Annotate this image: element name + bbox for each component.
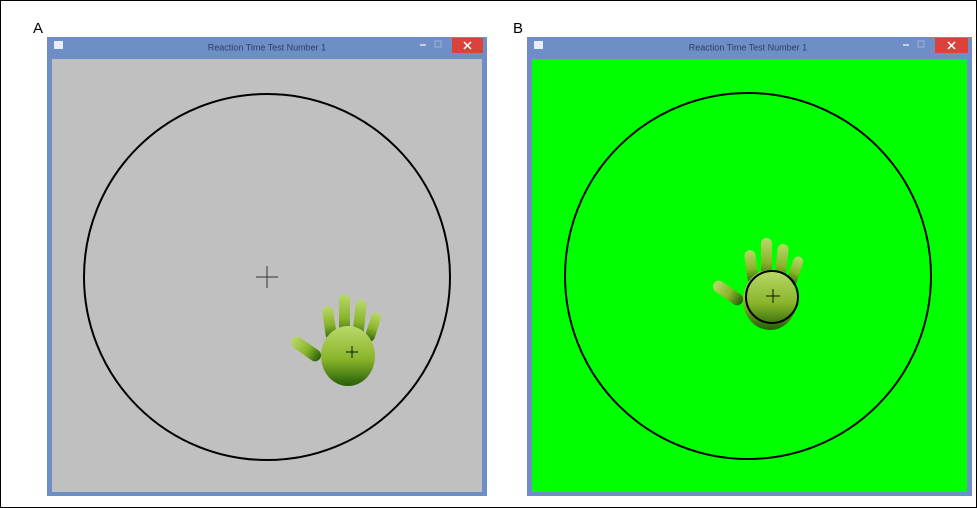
target-circle: [564, 92, 932, 460]
hit-circle: [745, 270, 799, 324]
window-title: Reaction Time Test Number 1: [689, 42, 807, 52]
window-icon: [54, 41, 63, 49]
hand-cross: [346, 346, 358, 358]
panel-label: B: [513, 20, 523, 37]
close-icon: [947, 41, 956, 50]
maximize-button[interactable]: [434, 40, 442, 48]
window-icon: [534, 41, 543, 49]
center-cross: [256, 266, 278, 288]
close-icon: [463, 41, 472, 50]
window: Reaction Time Test Number 1: [527, 37, 972, 496]
maximize-button[interactable]: [917, 40, 925, 48]
panel-label: A: [33, 20, 43, 37]
hand-cross: [766, 289, 780, 303]
window-title: Reaction Time Test Number 1: [208, 42, 326, 52]
window: Reaction Time Test Number 1: [47, 37, 487, 496]
target-circle: [83, 93, 451, 461]
